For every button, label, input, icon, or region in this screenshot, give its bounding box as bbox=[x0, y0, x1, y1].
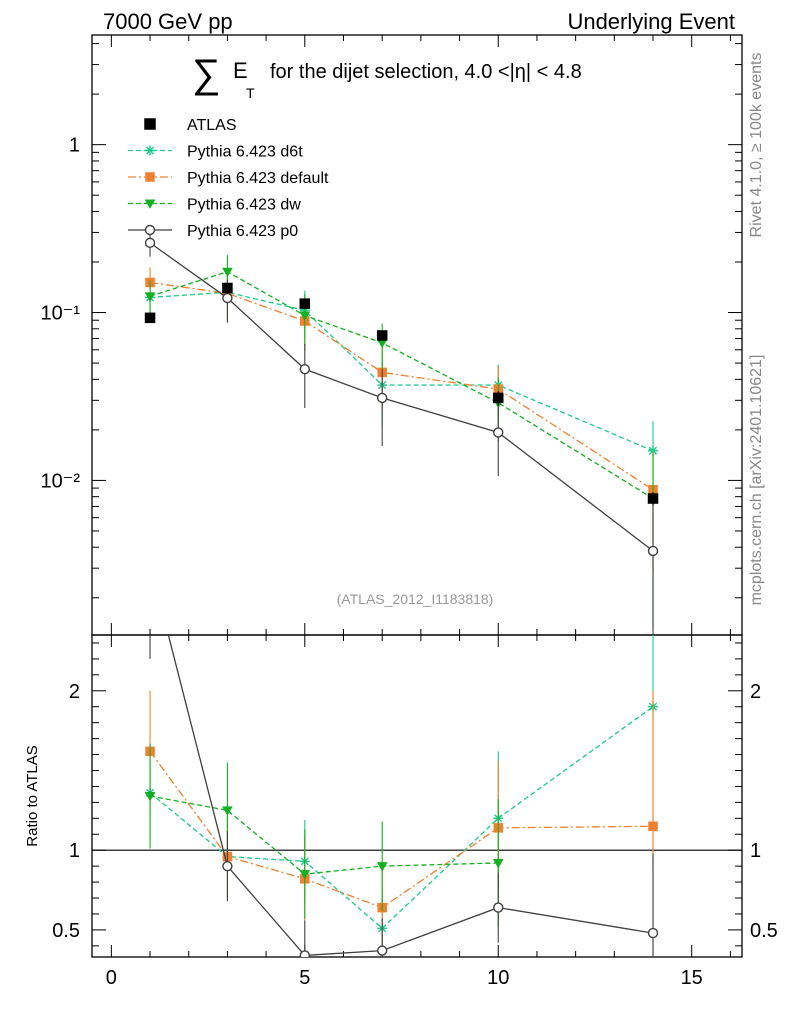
ratio-point-pythia-6-423-p0 bbox=[146, 559, 155, 568]
upper-plot-layer bbox=[144, 231, 659, 635]
series-line-pythia-6-423-default bbox=[149, 281, 654, 491]
legend-marker-atlas bbox=[144, 118, 156, 130]
series-atlas bbox=[144, 282, 659, 506]
data-point-atlas bbox=[647, 493, 659, 504]
y-tick-label: 10⁻¹ bbox=[41, 303, 81, 325]
ratio-series-pythia-6-423-d6t bbox=[145, 635, 658, 957]
title-sum-symbol: ∑ bbox=[192, 52, 221, 96]
energy-label: 7000 GeV pp bbox=[103, 9, 233, 34]
series-pythia-6-423-dw bbox=[144, 255, 659, 630]
legend-marker-pythia-6-423-p0 bbox=[144, 224, 156, 236]
ratio-line-pythia-6-423-d6t bbox=[149, 706, 654, 930]
ratio-point-pythia-6-423-p0 bbox=[493, 902, 504, 913]
title-variable: E bbox=[233, 58, 248, 83]
ratio-tick-label-left: 2 bbox=[69, 681, 80, 703]
legend-marker-pythia-6-423-dw bbox=[144, 199, 156, 209]
ratio-axis-label: Ratio to ATLAS bbox=[24, 745, 41, 846]
data-point-pythia-6-423-d6t bbox=[648, 445, 658, 456]
chart-title: ∑ E T for the dijet selection, 4.0 <|η| … bbox=[192, 52, 582, 101]
data-point-pythia-6-423-p0 bbox=[299, 363, 310, 375]
legend-label-pythia-6-423-p0: Pythia 6.423 p0 bbox=[187, 223, 298, 240]
lower-panel-frame bbox=[91, 634, 743, 958]
data-point-pythia-6-423-p0 bbox=[222, 292, 233, 304]
data-point-atlas bbox=[299, 298, 311, 309]
series-line-pythia-6-423-dw bbox=[149, 271, 654, 500]
data-point-atlas bbox=[493, 392, 504, 404]
legend-entry-pythia-6-423-dw: Pythia 6.423 dw bbox=[128, 197, 301, 214]
y-tick-label: 1 bbox=[69, 135, 80, 157]
ratio-point-pythia-6-423-p0 bbox=[222, 860, 233, 872]
axes-layer: 0 5 10 15 10⁻² 10⁻¹ 1 0.5 0.5 1 1 2 2 bbox=[41, 35, 778, 989]
title-subscript: T bbox=[246, 85, 255, 101]
process-label: Underlying Event bbox=[567, 9, 735, 34]
legend-entry-pythia-6-423-d6t: Pythia 6.423 d6t bbox=[128, 144, 303, 161]
analysis-id: (ATLAS_2012_I1183818) bbox=[337, 591, 494, 607]
legend-entry-atlas: ATLAS bbox=[144, 117, 237, 134]
ratio-series-pythia-6-423-dw bbox=[144, 743, 504, 927]
series-pythia-6-423-p0 bbox=[144, 231, 659, 635]
data-point-pythia-6-423-dw bbox=[144, 292, 156, 302]
data-point-pythia-6-423-p0 bbox=[144, 237, 156, 249]
legend-entry-pythia-6-423-p0: Pythia 6.423 p0 bbox=[128, 223, 298, 240]
legend-label-pythia-6-423-d6t: Pythia 6.423 d6t bbox=[187, 144, 303, 161]
ratio-line-pythia-6-423-default bbox=[149, 750, 654, 909]
source-label: mcplots.cern.ch [arXiv:2401.10621] bbox=[748, 355, 765, 606]
ratio-point-pythia-6-423-dw bbox=[222, 806, 233, 816]
data-point-atlas bbox=[376, 330, 388, 341]
data-point-pythia-6-423-p0 bbox=[376, 392, 388, 404]
legend-label-pythia-6-423-dw: Pythia 6.423 dw bbox=[187, 197, 301, 214]
ratio-tick-label-left: 1 bbox=[69, 840, 80, 862]
title-text: for the dijet selection, 4.0 <|η| < 4.8 bbox=[270, 61, 582, 83]
ratio-tick-label-right: 2 bbox=[750, 681, 761, 703]
ratio-point-pythia-6-423-p0 bbox=[647, 927, 659, 939]
x-tick-label: 10 bbox=[487, 967, 509, 989]
ratio-point-pythia-6-423-default bbox=[648, 821, 658, 832]
data-point-pythia-6-423-dw bbox=[299, 311, 311, 321]
legend-marker-pythia-6-423-default bbox=[145, 172, 155, 182]
data-point-atlas bbox=[144, 312, 156, 324]
ratio-point-pythia-6-423-dw bbox=[144, 792, 156, 802]
ratio-line-pythia-6-423-p0 bbox=[167, 635, 654, 957]
ratio-point-pythia-6-423-dw bbox=[492, 858, 504, 869]
ratio-tick-label-left: 0.5 bbox=[52, 920, 80, 942]
legend-label-atlas: ATLAS bbox=[187, 117, 237, 134]
data-point-atlas bbox=[222, 282, 233, 294]
legend-marker-pythia-6-423-d6t bbox=[145, 145, 155, 156]
data-point-pythia-6-423-p0 bbox=[647, 545, 659, 557]
legend-entry-pythia-6-423-default: Pythia 6.423 default bbox=[128, 170, 329, 187]
ratio-point-pythia-6-423-p0 bbox=[299, 950, 310, 957]
data-point-pythia-6-423-p0 bbox=[493, 427, 504, 438]
ratio-point-pythia-6-423-p0 bbox=[376, 945, 388, 956]
ratio-tick-label-right: 0.5 bbox=[750, 920, 778, 942]
lower-plot-layer bbox=[144, 559, 659, 957]
legend-label-pythia-6-423-default: Pythia 6.423 default bbox=[187, 170, 329, 187]
rivet-label: Rivet 4.1.0, ≥ 100k events bbox=[748, 53, 765, 238]
series-line-pythia-6-423-p0 bbox=[149, 242, 654, 552]
series-pythia-6-423-d6t bbox=[145, 272, 658, 502]
x-tick-label: 15 bbox=[681, 967, 703, 989]
x-tick-label: 0 bbox=[106, 967, 117, 989]
x-tick-label: 5 bbox=[299, 967, 310, 989]
ratio-point-pythia-6-423-dw bbox=[376, 862, 388, 872]
legend: ATLAS Pythia 6.423 d6t Pythia 6.423 defaul… bbox=[128, 117, 329, 240]
ratio-tick-label-right: 1 bbox=[750, 840, 761, 862]
ratio-series-pythia-6-423-p0 bbox=[146, 559, 659, 957]
series-line-pythia-6-423-d6t bbox=[149, 291, 654, 452]
series-pythia-6-423-default bbox=[145, 267, 658, 574]
y-tick-label: 10⁻² bbox=[41, 470, 81, 492]
data-point-pythia-6-423-dw bbox=[222, 267, 233, 278]
ratio-point-pythia-6-423-dw bbox=[299, 870, 311, 880]
